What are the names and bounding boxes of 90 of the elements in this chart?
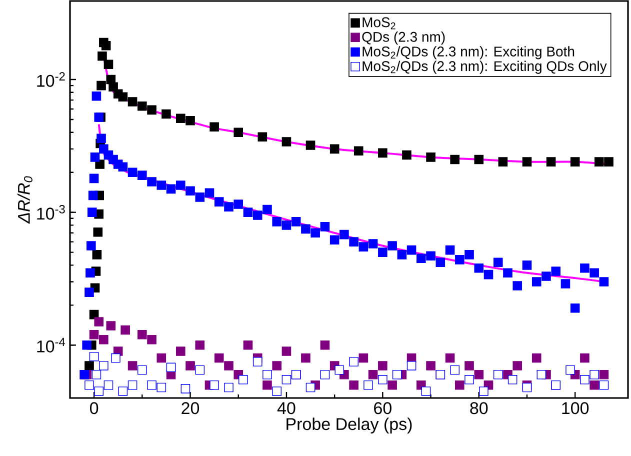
point bbox=[532, 353, 542, 363]
point bbox=[128, 97, 138, 106]
point bbox=[234, 128, 244, 138]
point bbox=[104, 60, 114, 70]
point bbox=[93, 227, 103, 237]
point bbox=[282, 346, 292, 356]
point bbox=[176, 346, 186, 356]
point bbox=[358, 353, 368, 363]
point bbox=[272, 361, 282, 370]
point bbox=[454, 380, 464, 390]
point bbox=[426, 152, 436, 162]
point bbox=[128, 361, 138, 370]
point bbox=[243, 340, 253, 350]
point bbox=[147, 335, 156, 344]
point bbox=[388, 380, 397, 390]
point bbox=[570, 157, 580, 166]
point bbox=[392, 370, 402, 380]
point bbox=[349, 380, 358, 390]
point bbox=[138, 102, 147, 111]
point bbox=[210, 380, 219, 390]
point bbox=[195, 340, 205, 350]
point bbox=[120, 325, 130, 335]
point bbox=[186, 361, 195, 370]
point bbox=[464, 361, 474, 370]
point bbox=[224, 361, 234, 370]
point bbox=[138, 330, 147, 340]
point bbox=[92, 250, 102, 260]
point bbox=[95, 160, 104, 169]
x-tick-label: 20 bbox=[182, 402, 200, 414]
point bbox=[426, 361, 436, 370]
point bbox=[99, 335, 108, 344]
y-tick-label: 10$^{-3}$ bbox=[37, 204, 65, 220]
point bbox=[474, 370, 484, 380]
point bbox=[536, 370, 546, 380]
y-axis-title: ΔR/R$_{0}$ bbox=[17, 176, 32, 224]
point bbox=[252, 357, 262, 366]
point bbox=[101, 40, 111, 50]
point bbox=[156, 353, 166, 363]
legend-label: MoS$_{2}$/QDs (2.3 nm): Exciting Both bbox=[362, 46, 574, 60]
point bbox=[301, 353, 310, 363]
point bbox=[522, 157, 532, 166]
point bbox=[580, 353, 590, 363]
point bbox=[354, 146, 364, 156]
point bbox=[546, 157, 556, 166]
x-tick-label: 60 bbox=[374, 402, 392, 414]
point bbox=[368, 370, 378, 380]
point bbox=[147, 105, 156, 115]
x-tick-label: 0 bbox=[90, 402, 98, 414]
point bbox=[445, 353, 455, 363]
point bbox=[330, 144, 340, 154]
x-tick-label: 40 bbox=[277, 402, 296, 414]
x-tick-label: 100 bbox=[562, 402, 589, 414]
point bbox=[522, 382, 532, 392]
point bbox=[210, 122, 219, 132]
point bbox=[590, 380, 599, 390]
point bbox=[334, 365, 344, 375]
point bbox=[378, 361, 388, 370]
point bbox=[599, 370, 609, 380]
point bbox=[176, 114, 186, 123]
point bbox=[118, 92, 128, 102]
point bbox=[84, 361, 94, 370]
point bbox=[594, 157, 604, 166]
point bbox=[450, 154, 460, 164]
point bbox=[94, 317, 104, 326]
point bbox=[96, 80, 106, 90]
point bbox=[306, 140, 316, 150]
point bbox=[214, 353, 224, 363]
point bbox=[378, 148, 388, 158]
point bbox=[474, 154, 484, 164]
point bbox=[89, 330, 99, 340]
y-tick-label: 10$^{-2}$ bbox=[37, 72, 65, 87]
legend-label: MoS$_{2}$ bbox=[362, 17, 396, 30]
legend-label: MoS$_{2}$/QDs (2.3 nm): Exciting QDs Only bbox=[362, 60, 607, 74]
point bbox=[498, 157, 508, 166]
x-axis-title: Probe Delay (ps) bbox=[286, 418, 412, 434]
point bbox=[512, 361, 522, 370]
point bbox=[98, 51, 107, 61]
point bbox=[402, 150, 412, 160]
x-tick-label: 80 bbox=[470, 402, 488, 414]
point bbox=[258, 132, 268, 142]
y-tick-label: 10$^{-4}$ bbox=[37, 338, 66, 352]
legend-label: QDs (2.3 nm) bbox=[362, 32, 445, 45]
point bbox=[106, 321, 116, 330]
point bbox=[262, 380, 272, 390]
point bbox=[186, 116, 195, 126]
point bbox=[282, 137, 292, 146]
point bbox=[604, 157, 614, 166]
point bbox=[306, 382, 316, 392]
point bbox=[320, 340, 330, 350]
point bbox=[162, 109, 171, 119]
